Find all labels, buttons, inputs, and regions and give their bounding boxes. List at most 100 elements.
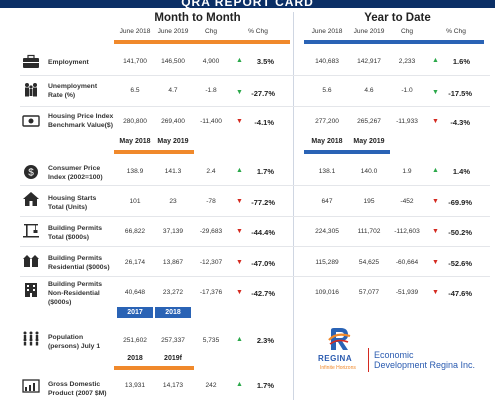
ytd-col-pct: % Chg bbox=[446, 28, 466, 35]
ytd-pct: -69.9% bbox=[448, 198, 472, 207]
pop-prev: 251,602 bbox=[123, 337, 147, 344]
row-divider bbox=[20, 185, 490, 186]
office-building-icon bbox=[25, 283, 37, 297]
money-icon bbox=[22, 115, 40, 127]
down-arrow-icon: ▼ bbox=[236, 198, 243, 205]
down-arrow-icon: ▼ bbox=[432, 228, 439, 235]
mtm-col-june2018: June 2018 bbox=[119, 28, 151, 35]
pop-pct: 2.3% bbox=[256, 336, 274, 345]
row-label: Building Permits Total ($000s) bbox=[48, 225, 103, 241]
mtm-period-curr: May 2019 bbox=[157, 138, 189, 145]
row-divider bbox=[20, 276, 490, 277]
ytd-curr: 265,267 bbox=[357, 118, 381, 125]
row-label: Housing Starts Total (Units) bbox=[48, 195, 97, 211]
mtm-chg: 4,900 bbox=[202, 58, 220, 65]
ytd-chg: 1.9 bbox=[402, 168, 412, 175]
mtm-curr: 141.3 bbox=[164, 168, 182, 175]
ytd-col-june2019: June 2019 bbox=[353, 28, 385, 35]
mtm-curr: 146,500 bbox=[161, 58, 185, 65]
up-arrow-icon: ▲ bbox=[236, 336, 243, 343]
mtm-curr: 4.7 bbox=[168, 87, 178, 94]
mtm-pct: -27.7% bbox=[251, 89, 275, 98]
population-icon bbox=[23, 331, 39, 346]
ytd-curr: 140.0 bbox=[360, 168, 378, 175]
ytd-prev: 115,289 bbox=[315, 259, 339, 266]
column-divider bbox=[293, 12, 294, 400]
logo-divider bbox=[368, 348, 369, 372]
ytd-curr: 4.6 bbox=[364, 87, 374, 94]
ytd-pct: -47.6% bbox=[448, 289, 472, 298]
down-arrow-icon: ▼ bbox=[432, 89, 439, 96]
mtm-pct: -4.1% bbox=[254, 118, 274, 127]
house-icon bbox=[23, 192, 39, 206]
mtm-chg: -11,400 bbox=[200, 118, 222, 125]
mtm-pct: -47.0% bbox=[251, 259, 275, 268]
row-divider bbox=[20, 75, 490, 76]
ytd-prev: 277,200 bbox=[315, 118, 339, 125]
mtm-chg: 2.4 bbox=[206, 168, 216, 175]
mtm-prev: 6.5 bbox=[130, 87, 140, 94]
gdp-curr: 14,173 bbox=[162, 382, 184, 389]
down-arrow-icon: ▼ bbox=[236, 228, 243, 235]
pop-curr: 257,337 bbox=[161, 337, 185, 344]
down-arrow-icon: ▼ bbox=[432, 259, 439, 266]
dollar-coin-icon: $ bbox=[24, 165, 38, 179]
people-icon bbox=[25, 83, 37, 97]
ytd-pct: -17.5% bbox=[448, 89, 472, 98]
ytd-prev: 109,016 bbox=[315, 289, 339, 296]
mtm-curr: 23 bbox=[169, 198, 177, 205]
gdp-period-bar bbox=[114, 366, 194, 370]
ytd-curr: 57,077 bbox=[358, 289, 380, 296]
row-label: Housing Price Index Benchmark Value($) bbox=[48, 113, 114, 129]
pop-period-curr: 2018 bbox=[155, 307, 191, 318]
mtm-curr: 269,400 bbox=[161, 118, 185, 125]
mtm-prev: 66,822 bbox=[124, 228, 146, 235]
gdp-period-prev: 2018 bbox=[127, 355, 143, 362]
regina-tagline: Infinite Horizons bbox=[320, 365, 356, 371]
mtm-chg: -1.8 bbox=[205, 87, 217, 94]
ytd-prev: 224,305 bbox=[315, 228, 339, 235]
up-arrow-icon: ▲ bbox=[432, 167, 439, 174]
gdp-prev: 13,931 bbox=[124, 382, 146, 389]
ytd-chg: -112,603 bbox=[394, 228, 420, 235]
mtm-col-pct: % Chg bbox=[248, 28, 268, 35]
row-label: Employment bbox=[48, 59, 89, 66]
ytd-curr: 195 bbox=[363, 198, 375, 205]
ytd-curr: 142,917 bbox=[357, 58, 381, 65]
row-label: Population (persons) July 1 bbox=[48, 334, 101, 350]
mtm-col-chg: Chg bbox=[204, 28, 218, 35]
month-to-month-title: Month to Month bbox=[154, 12, 241, 24]
mtm-pct: 3.5% bbox=[256, 57, 274, 66]
residential-icon bbox=[23, 255, 39, 267]
ytd-col-chg: Chg bbox=[400, 28, 414, 35]
mtm-prev: 26,174 bbox=[124, 259, 146, 266]
ytd-accent-bar bbox=[304, 40, 484, 44]
gdp-icon bbox=[22, 379, 40, 393]
page-title: QRA REPORT CARD bbox=[181, 0, 314, 9]
up-arrow-icon: ▲ bbox=[236, 167, 243, 174]
row-divider bbox=[20, 246, 490, 247]
ytd-period-bar bbox=[304, 150, 390, 154]
down-arrow-icon: ▼ bbox=[236, 259, 243, 266]
org-name-line2: Development Regina Inc. bbox=[374, 360, 476, 370]
mtm-curr: 23,272 bbox=[162, 289, 184, 296]
mtm-prev: 40,648 bbox=[124, 289, 146, 296]
mtm-period-bar bbox=[114, 150, 194, 154]
row-divider bbox=[20, 106, 490, 107]
mtm-prev: 280,800 bbox=[123, 118, 147, 125]
down-arrow-icon: ▼ bbox=[236, 289, 243, 296]
mtm-curr: 13,867 bbox=[162, 259, 184, 266]
ytd-prev: 647 bbox=[321, 198, 333, 205]
mtm-chg: -29,683 bbox=[199, 228, 223, 235]
down-arrow-icon: ▼ bbox=[432, 198, 439, 205]
mtm-chg: -12,307 bbox=[199, 259, 223, 266]
up-arrow-icon: ▲ bbox=[432, 57, 439, 64]
mtm-pct: -44.4% bbox=[251, 228, 275, 237]
mtm-prev: 101 bbox=[129, 198, 141, 205]
row-label: Consumer Price Index (2002=100) bbox=[48, 165, 103, 181]
ytd-pct: -50.2% bbox=[448, 228, 472, 237]
ytd-chg: -1.0 bbox=[401, 87, 413, 94]
crane-icon bbox=[23, 224, 39, 238]
row-label: Building Permits Residential ($000s) bbox=[48, 255, 110, 271]
up-arrow-icon: ▲ bbox=[236, 381, 243, 388]
